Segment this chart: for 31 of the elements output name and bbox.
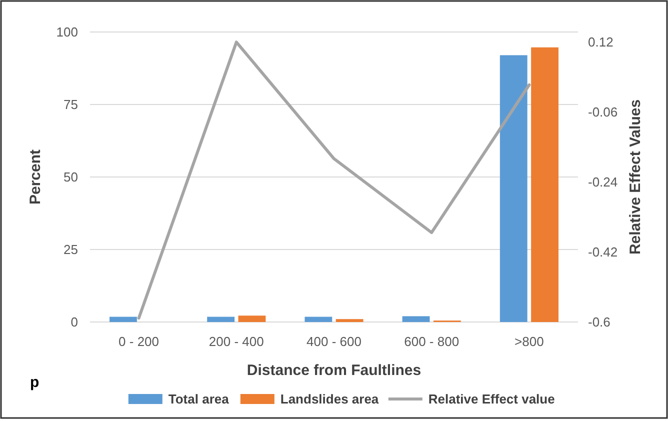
- x-tick-label: 0 - 200: [118, 334, 160, 349]
- text: p: [30, 374, 40, 391]
- y-tick-label: 75: [64, 97, 78, 112]
- bar: [110, 316, 137, 322]
- bar: [207, 316, 235, 322]
- bar: [304, 316, 332, 322]
- bar: [402, 316, 430, 322]
- bar: [238, 316, 266, 322]
- bar: [531, 47, 558, 322]
- y-axis-title: Percent: [27, 149, 44, 205]
- y-tick-label: 0: [70, 314, 78, 330]
- line-series: [137, 40, 531, 320]
- y2-tick-label: -0.06: [588, 104, 618, 120]
- legend-label: Total area: [168, 392, 230, 407]
- y2-axis-title: Relative Effect Values: [627, 99, 644, 255]
- y2-tick-label: -0.42: [588, 244, 618, 260]
- y-tick-label: 100: [56, 24, 78, 40]
- bar: [500, 55, 528, 322]
- x-tick-label: 600 - 800: [404, 334, 460, 349]
- x-tick-label: 200 - 400: [208, 334, 264, 349]
- legend-label: Landslides area: [280, 392, 380, 407]
- x-tick-label: 400 - 600: [306, 334, 362, 349]
- bar: [336, 319, 364, 322]
- legend-label: Relative Effect value: [428, 392, 555, 407]
- y2-tick-label: -0.6: [588, 314, 610, 330]
- y2-tick-label: -0.24: [588, 174, 618, 190]
- y-tick-label: 50: [64, 170, 78, 185]
- y-tick-label: 25: [64, 242, 78, 258]
- y2-tick-label: 0.12: [588, 34, 614, 50]
- x-tick-label: >800: [514, 334, 544, 349]
- x-axis-title: Distance from Faultlines: [246, 362, 422, 379]
